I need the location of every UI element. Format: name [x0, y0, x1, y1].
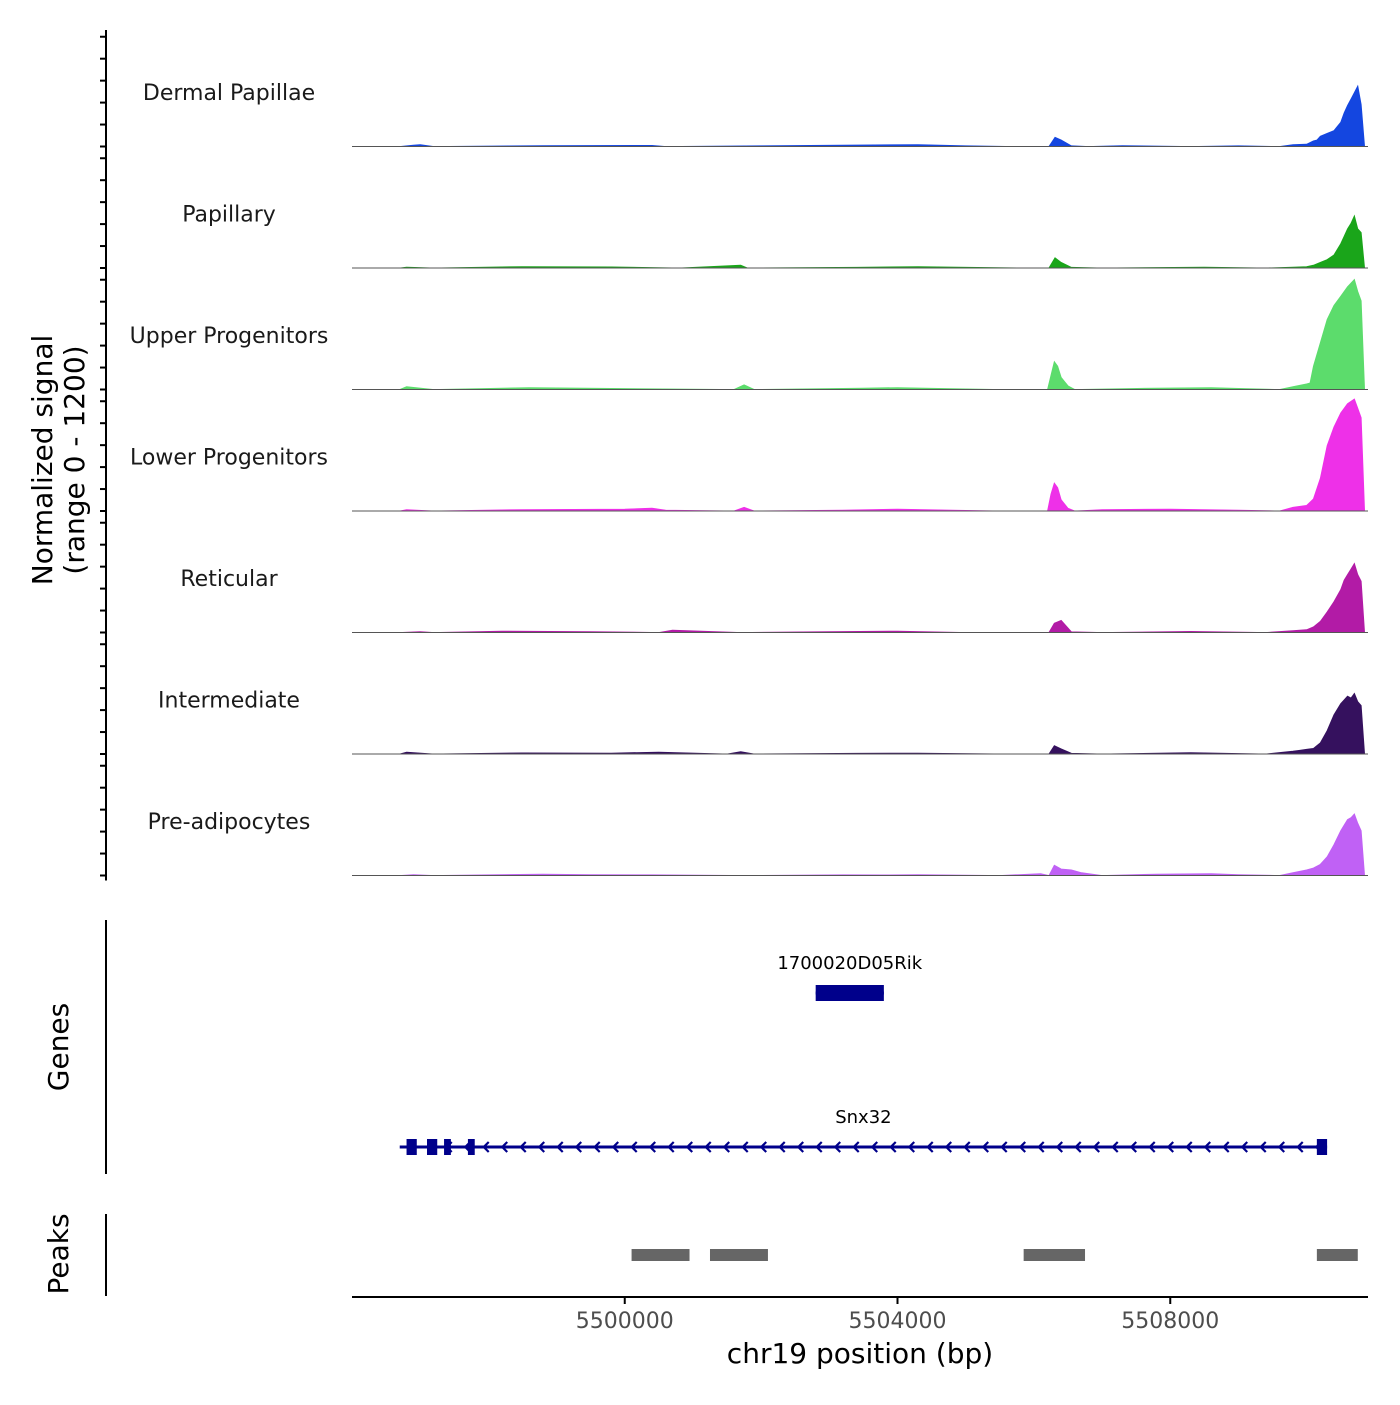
gene-label: Snx32 [835, 1107, 891, 1128]
strand-arrow [1000, 1141, 1008, 1153]
track-label: Lower Progenitors [130, 446, 328, 471]
strand-arrow [1018, 1141, 1027, 1153]
peaks-panel-title: Peaks [42, 1213, 75, 1294]
strand-arrow [630, 1141, 638, 1153]
gene-exon [1316, 1139, 1328, 1155]
strand-arrow [833, 1141, 842, 1153]
strand-arrow [759, 1141, 768, 1153]
signal-area [399, 562, 1366, 633]
strand-arrow [482, 1141, 490, 1153]
peak-region [1023, 1249, 1086, 1261]
strand-arrow [926, 1141, 934, 1153]
strand-arrow [1185, 1141, 1193, 1153]
strand-arrow [963, 1141, 971, 1153]
signal-tracks: Dermal Papillae Papillary Upper Progenitor… [100, 35, 1368, 877]
strand-arrow [1129, 1141, 1138, 1153]
track-label: Upper Progenitors [130, 324, 329, 349]
strand-arrow [537, 1141, 546, 1153]
strand-arrow [1074, 1141, 1082, 1153]
strand-arrow [1222, 1141, 1230, 1153]
track-papillary: Papillary [100, 157, 1368, 269]
strand-arrow [574, 1141, 583, 1153]
track-upper-progenitors: Upper Progenitors [100, 278, 1368, 391]
strand-arrow [1037, 1141, 1045, 1153]
strand-arrow [1111, 1141, 1119, 1153]
strand-arrow [1203, 1141, 1212, 1153]
y-axis-title-line-1: Normalized signal [26, 335, 59, 586]
strand-arrow [1055, 1141, 1064, 1153]
gene-exon [406, 1139, 417, 1155]
strand-arrow [852, 1141, 860, 1153]
strand-arrow [870, 1141, 879, 1153]
strand-arrow [944, 1141, 953, 1153]
strand-arrow [611, 1141, 620, 1153]
strand-arrow [1259, 1141, 1267, 1153]
track-reticular: Reticular [100, 521, 1368, 634]
x-tick-label: 5500000 [576, 1309, 674, 1334]
strand-arrow [1277, 1141, 1286, 1153]
track-label: Intermediate [158, 689, 300, 714]
gene-exon [815, 985, 884, 1001]
strand-arrow [1166, 1141, 1175, 1153]
strand-arrow [519, 1141, 527, 1153]
signal-area [399, 278, 1366, 390]
gene-snx32: Snx32 [399, 1107, 1328, 1155]
peak-panel [105, 1214, 1358, 1296]
strand-arrow [1092, 1141, 1101, 1153]
peak-region [1316, 1249, 1358, 1261]
track-pre-adipocytes: Pre-adipocytes [100, 764, 1368, 877]
strand-arrow [593, 1141, 601, 1153]
track-intermediate: Intermediate [100, 643, 1368, 755]
x-tick-label: 5504000 [849, 1309, 947, 1334]
strand-arrow [704, 1141, 712, 1153]
strand-arrow [685, 1141, 694, 1153]
gene-exon [444, 1139, 451, 1155]
strand-arrow [500, 1141, 509, 1153]
signal-area [399, 84, 1366, 147]
strand-arrow [667, 1141, 675, 1153]
strand-arrow [778, 1141, 786, 1153]
strand-arrow [741, 1141, 749, 1153]
gene-label: 1700020D05Rik [777, 953, 922, 974]
track-lower-progenitors: Lower Progenitors [100, 398, 1368, 512]
strand-arrow [722, 1141, 731, 1153]
strand-arrow [1148, 1141, 1156, 1153]
track-label: Papillary [182, 203, 276, 228]
x-tick-label: 5508000 [1121, 1309, 1219, 1334]
strand-arrow [796, 1141, 805, 1153]
strand-arrow [556, 1141, 564, 1153]
track-label: Reticular [180, 567, 278, 592]
strand-arrow [981, 1141, 990, 1153]
strand-arrow [815, 1141, 823, 1153]
track-label: Pre-adipocytes [148, 810, 311, 835]
genes-panel-title: Genes [42, 1003, 75, 1091]
gene-panel: 1700020D05Rik Snx32 [105, 920, 1328, 1174]
strand-arrow [1240, 1141, 1249, 1153]
signal-area [399, 813, 1366, 876]
signal-area [399, 398, 1366, 512]
y-axis-title-line-2: (range 0 - 1200) [58, 345, 91, 574]
gene-exon [467, 1139, 475, 1155]
gene-exon [427, 1139, 438, 1155]
track-dermal-papillae: Dermal Papillae [100, 35, 1368, 148]
signal-area [399, 692, 1366, 755]
x-axis: 5500000 5504000 5508000 [352, 1296, 1368, 1334]
strand-arrow [907, 1141, 916, 1153]
peak-region [631, 1249, 690, 1261]
track-label: Dermal Papillae [143, 81, 315, 106]
gene-1700020d05rik: 1700020D05Rik [777, 953, 923, 1001]
x-axis-title: chr19 position (bp) [727, 1337, 993, 1370]
peak-region [709, 1249, 768, 1261]
strand-arrow [1296, 1141, 1304, 1153]
signal-area [399, 214, 1366, 269]
strand-arrow [889, 1141, 897, 1153]
strand-arrow [648, 1141, 657, 1153]
